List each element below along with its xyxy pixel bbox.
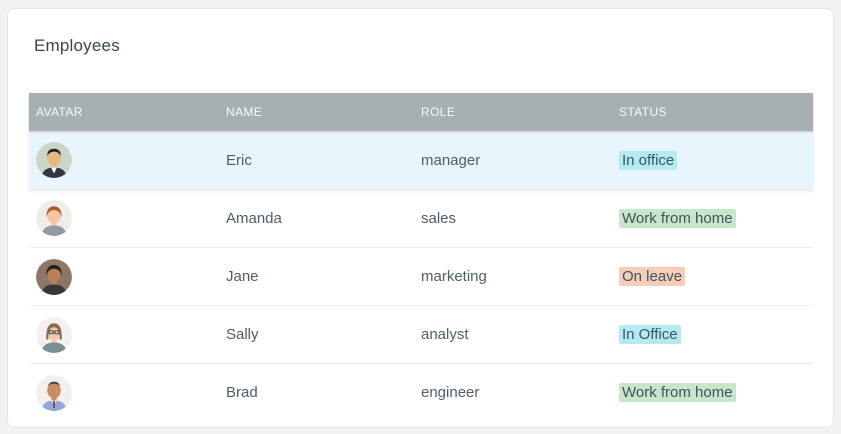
avatar-shirt (41, 342, 67, 353)
avatar-image (36, 316, 72, 353)
avatar-face (47, 266, 61, 282)
avatar-hair (47, 148, 61, 156)
column-header-avatar: AVATAR (36, 105, 83, 119)
avatar-face (47, 207, 61, 224)
avatar-hair (47, 381, 61, 386)
avatar-shirt (41, 284, 67, 295)
avatar-collar (51, 167, 57, 174)
column-header-status: STATUS (619, 105, 667, 119)
avatar-cell (29, 200, 219, 236)
name-cell: Sally (226, 326, 259, 343)
avatar-cell (29, 258, 219, 295)
status-badge: In office (619, 150, 678, 170)
avatar-face (47, 149, 61, 166)
avatar-face (47, 382, 61, 398)
status-badge: On leave (619, 267, 686, 286)
avatar-image (36, 374, 72, 411)
name-cell: Brad (226, 384, 258, 401)
employees-card: Employees AVATAR NAME ROLE STATUS Eric m (7, 8, 834, 428)
table-row[interactable]: Eric manager In office (29, 131, 813, 189)
avatar-shirt (41, 225, 67, 236)
status-badge: Work from home (619, 383, 736, 402)
avatar-cell (29, 142, 219, 178)
avatar-image (36, 142, 72, 178)
name-cell: Eric (226, 151, 252, 169)
avatar-hair (46, 322, 62, 339)
employees-table: AVATAR NAME ROLE STATUS Eric manager In … (29, 93, 813, 421)
status-badge: Work from home (619, 208, 736, 228)
table-header-row: AVATAR NAME ROLE STATUS (29, 93, 813, 131)
avatar-image (36, 258, 72, 295)
avatar-cell (29, 374, 219, 411)
name-cell: Amanda (226, 209, 282, 227)
status-cell: Work from home (612, 208, 813, 228)
status-cell: In office (612, 150, 813, 170)
avatar-tie (53, 400, 55, 408)
avatar-hair (46, 264, 62, 277)
role-cell: marketing (421, 268, 487, 285)
role-cell: manager (421, 151, 481, 169)
status-cell: In Office (612, 325, 813, 344)
status-badge: In Office (619, 325, 681, 344)
table-row[interactable]: Jane marketing On leave (29, 247, 813, 305)
avatar-glasses (48, 329, 60, 334)
status-cell: Work from home (612, 383, 813, 402)
avatar-hair (46, 206, 62, 218)
table-row[interactable]: Sally analyst In Office (29, 305, 813, 363)
page-title: Employees (34, 36, 120, 55)
role-cell: engineer (421, 384, 480, 401)
role-cell: sales (421, 209, 457, 227)
avatar-cell (29, 316, 219, 353)
name-cell: Jane (226, 268, 259, 285)
table-row[interactable]: Brad engineer Work from home (29, 363, 813, 421)
role-cell: analyst (421, 326, 469, 343)
status-cell: On leave (612, 267, 813, 286)
column-header-name: NAME (226, 105, 263, 119)
column-header-role: ROLE (421, 105, 456, 119)
table-row[interactable]: Amanda sales Work from home (29, 189, 813, 247)
avatar-image (36, 200, 72, 236)
